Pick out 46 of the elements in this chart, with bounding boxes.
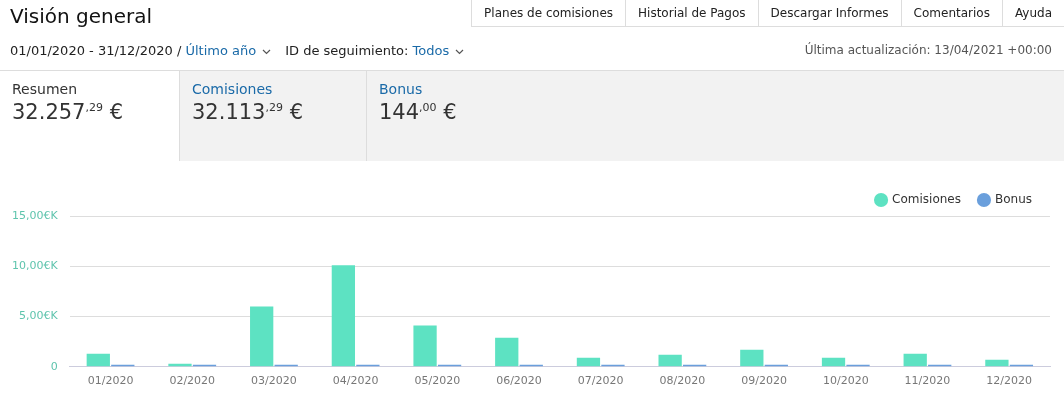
x-tick-label: 11/2020 — [904, 374, 951, 388]
text: Última actualización: 13/04/2021 +00:00 — [804, 43, 1052, 57]
text: Bonus — [379, 81, 424, 97]
chart-title: Visión general — [10, 4, 153, 28]
x-tick-label: 03/2020 — [251, 374, 297, 388]
bar — [821, 357, 846, 367]
text: Descargar Informes — [757, 0, 901, 27]
text: Historial de Pagos — [625, 0, 758, 27]
x-tick-label: 10/2020 — [822, 374, 869, 388]
bar — [250, 306, 274, 367]
text: 144$^{,00}$ € — [379, 100, 458, 124]
text: Comentarios — [900, 0, 1002, 27]
legend-label: Bonus — [994, 192, 1033, 207]
x-tick-label: 08/2020 — [659, 374, 706, 388]
text: 32.113$^{,29}$ € — [192, 100, 305, 124]
bar — [86, 353, 110, 367]
text: Ayuda — [1001, 0, 1064, 27]
x-tick-label: 12/2020 — [986, 374, 1033, 388]
x-tick-label: 09/2020 — [741, 374, 787, 388]
bar — [658, 354, 682, 367]
text: ID de seguimiento: — [285, 43, 410, 58]
legend-label: Comisiones — [892, 192, 961, 207]
text: Resumen — [12, 81, 78, 97]
bar — [903, 353, 927, 367]
x-tick-label: 04/2020 — [332, 374, 379, 388]
x-tick-label: 01/2020 — [87, 374, 134, 388]
text: 01/01/2020 - 31/12/2020 / — [10, 43, 183, 58]
text: Todos — [412, 43, 450, 58]
bar — [576, 357, 601, 367]
x-tick-label: 02/2020 — [169, 374, 216, 388]
x-tick-label: 05/2020 — [414, 374, 461, 388]
text: Último año — [185, 43, 257, 58]
text: Comisiones — [192, 81, 274, 97]
x-tick-label: 06/2020 — [496, 374, 542, 388]
text: Planes de comisiones — [471, 0, 626, 27]
bar — [413, 325, 437, 367]
y-tick-label: 0 — [50, 359, 58, 373]
text: 32.257$^{,29}$ € — [12, 100, 125, 124]
y-tick-label: 10,00€K — [12, 259, 59, 273]
x-tick-label: 07/2020 — [577, 374, 624, 388]
y-tick-label: 15,00€K — [12, 208, 59, 222]
bar — [740, 349, 764, 367]
bar — [985, 359, 1009, 367]
y-tick-label: 5,00€K — [18, 309, 59, 323]
bar — [331, 265, 356, 367]
bar — [495, 337, 519, 367]
